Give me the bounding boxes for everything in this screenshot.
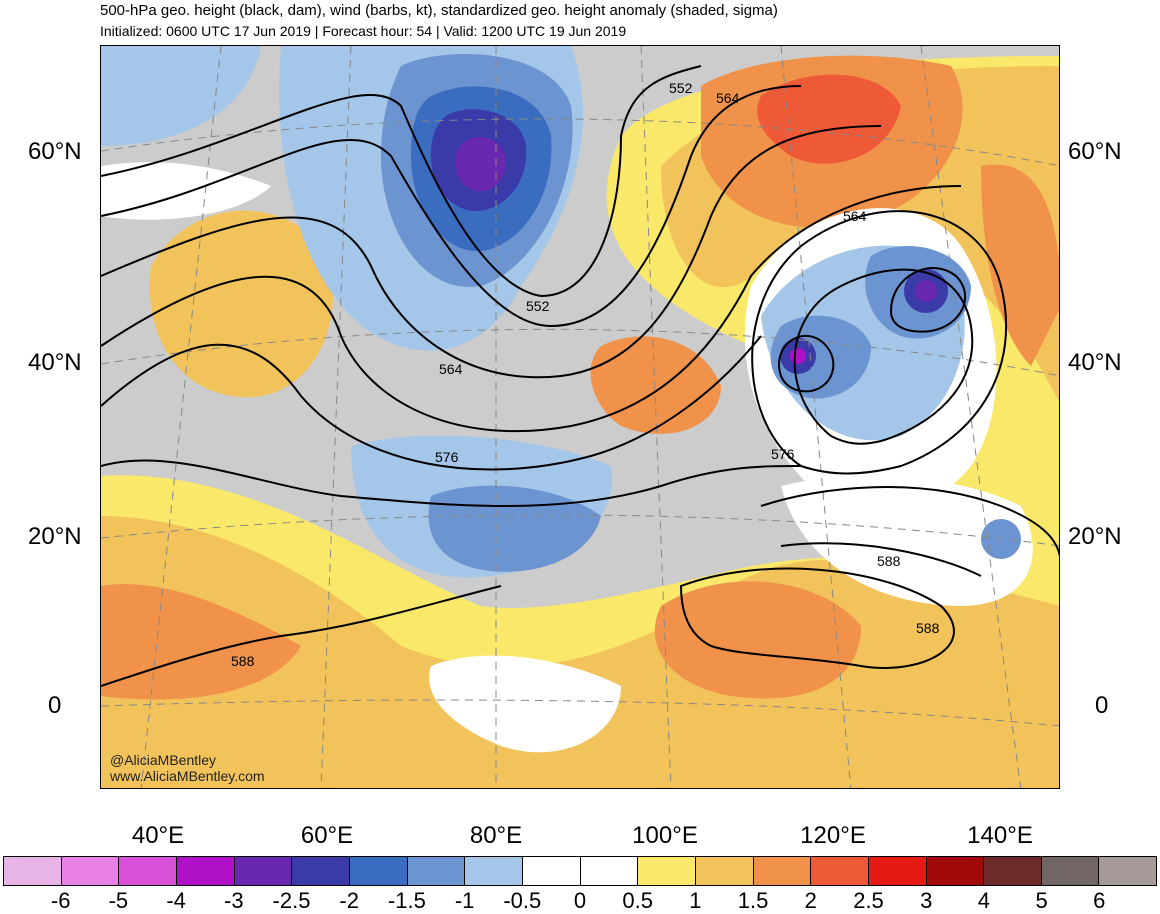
anomaly-neg-05-north [101,46,261,146]
map-panel: 552 564 564 552 564 576 576 588 588 588 [100,45,1060,789]
credit-website: www.AliciaMBentley.com [110,768,265,784]
contour-label: 564 [439,361,463,377]
colorbar-tick-label: -1.5 [387,888,426,913]
lon-label: 60°E [300,822,354,849]
lon-label: 140°E [967,822,1033,849]
credit-twitter: @AliciaMBentley [110,752,217,768]
contour-label: 588 [231,653,255,669]
contour-label: 588 [877,553,901,569]
colorbar-swatch [4,857,62,885]
colorbar [3,856,1157,886]
anomaly-3-siberia [757,74,901,164]
anomaly-neg-1-tibet [428,485,601,572]
colorbar-swatch [465,857,523,885]
anomaly-neg-3-korea-core [790,348,806,364]
colorbar-tick-label: 1.5 [737,888,769,913]
contour-label: 564 [843,208,867,224]
colorbar-swatch [868,857,927,885]
colorbar-tick-label: -5 [108,888,129,913]
colorbar-swatch [292,857,350,885]
contour-labels: 552 564 564 552 564 576 576 588 588 588 [231,80,940,669]
map-canvas: 552 564 564 552 564 576 576 588 588 588 [101,46,1059,788]
anomaly-zero-india [429,655,621,753]
colorbar-swatch [407,857,466,885]
lat-label-right: 0 [1095,692,1109,719]
lat-label-left: 20°N [28,523,82,550]
lon-label: 40°E [131,822,185,849]
height-contours [101,65,1059,687]
colorbar-swatch [522,857,581,885]
colorbar-tick-label: 6 [1093,888,1106,913]
lat-label-left: 0 [48,692,62,719]
colorbar-tick-label: -6 [50,888,71,913]
lat-label-right: 60°N [1068,138,1122,165]
contour-label: 576 [771,446,795,462]
colorbar-swatch [695,857,754,885]
anomaly-1-europe [149,210,333,398]
colorbar-tick-label: -0.5 [503,888,542,913]
contour-label: 564 [716,90,740,106]
colorbar-swatch [119,857,177,885]
colorbar-tick-label: 2.5 [853,888,884,913]
anomaly-2-se-asia [654,581,861,699]
colorbar-tick-label: -4 [166,888,186,913]
colorbar-tick-label: -2.5 [272,888,311,913]
lat-label-right: 20°N [1068,523,1122,550]
lon-label: 100°E [632,822,698,849]
anomaly-neg-25-okhotsk-core [915,280,937,302]
lat-label-left: 40°N [28,349,82,376]
colorbar-tick-label: -3 [224,888,244,913]
colorbar-swatch [984,857,1042,885]
colorbar-tick-label: -1 [454,888,475,913]
colorbar-tick-label: 3 [920,888,933,913]
lon-label: 120°E [800,822,866,849]
colorbar-swatch [926,857,985,885]
colorbar-tick-label: 4 [977,888,991,913]
anomaly-zero-pacific [781,475,1033,606]
colorbar-swatch [1099,857,1157,885]
colorbar-swatch [1041,857,1100,885]
colorbar-tick-label: -2 [339,888,359,913]
colorbar-swatch [580,857,639,885]
colorbar-swatch [638,857,696,885]
contour-label: 552 [526,298,550,314]
contour-label: 552 [669,80,693,96]
colorbar-swatch [176,857,235,885]
lat-label-left: 60°N [28,138,82,165]
colorbar-swatch [349,857,408,885]
chart-subtitle: Initialized: 0600 UTC 17 Jun 2019 | Fore… [100,23,627,39]
colorbar-swatch [61,857,120,885]
contour-label: 576 [435,449,459,465]
lat-label-right: 40°N [1068,349,1122,376]
anomaly-neg-25-vortex [455,137,506,192]
colorbar-tick-label: 0.5 [622,888,653,913]
colorbar-tick-label: 1 [689,888,702,913]
anomaly-1-south [101,516,1059,788]
contour-label: 588 [916,620,940,636]
lon-label: 80°E [469,822,523,849]
chart-title: 500-hPa geo. height (black, dam), wind (… [100,2,778,19]
graticule [101,46,1059,788]
colorbar-swatch [753,857,812,885]
anomaly-2-east-coast [981,164,1059,366]
colorbar-tick-label: 2 [804,888,817,913]
colorbar-tick-label: 5 [1035,888,1048,913]
colorbar-tick-label: 0 [573,888,587,913]
colorbar-swatch [811,857,869,885]
colorbar-swatch [234,857,293,885]
